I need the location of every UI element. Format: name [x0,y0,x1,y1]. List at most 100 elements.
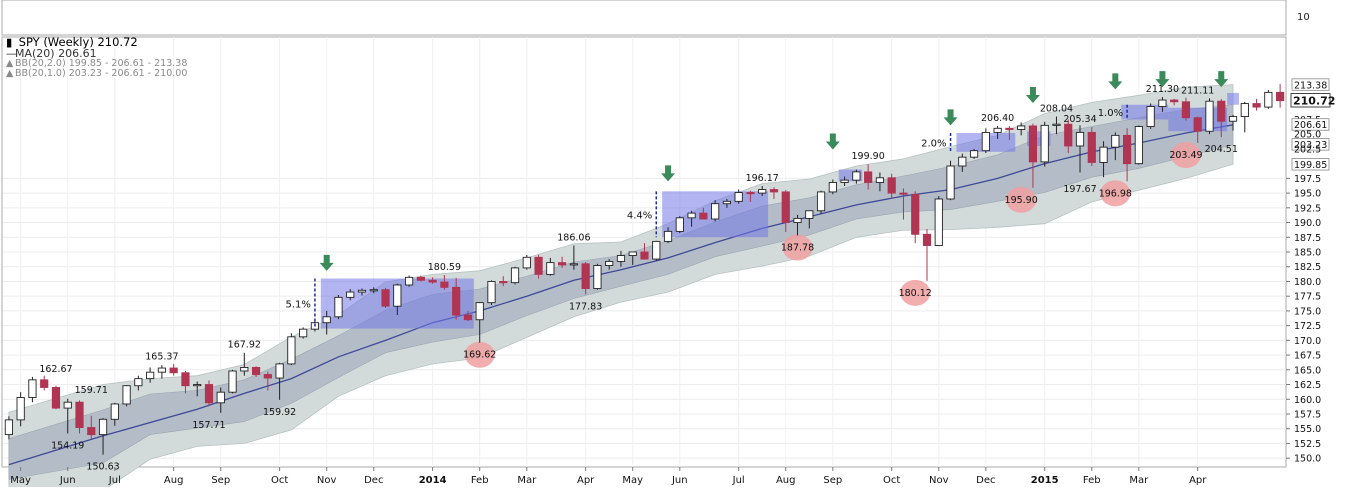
y-tick-label: 165.0 [1294,365,1321,376]
candle-body [534,256,543,275]
candle [134,375,143,391]
y-tick-label: 177.5 [1294,292,1321,303]
candle-body [1158,99,1167,107]
candle [534,254,543,279]
candle [404,275,414,287]
candle [63,398,72,434]
x-tick-label: Dec [364,475,383,486]
legend-bb1-row: ▲ BB(20,2.0) 199.85 - 206.61 - 213.38 [6,59,187,69]
candle-body [216,391,225,404]
candle-body [381,289,390,307]
price-annotation: 197.67 [1063,184,1096,195]
y-value-box [1291,118,1330,131]
candle [16,392,25,427]
candle-body [1181,101,1191,119]
candle [1146,103,1155,129]
price-annotation: 208.04 [1040,104,1073,115]
price-annotation: 204.51 [1205,144,1238,155]
y-last-price-label: 210.72 [1293,94,1335,107]
down-arrow-icon [825,133,840,150]
y-value-box [1291,138,1330,151]
x-tick-label: Aug [164,475,184,486]
candle [1240,101,1249,133]
candle [605,259,614,270]
candle [463,310,473,321]
candle-body [369,289,378,292]
legend-title-row: ▮ SPY (Weekly) 210.72 [6,35,187,49]
price-annotation: 199.90 [852,151,885,162]
price-annotation: 154.19 [51,440,84,451]
y-value-label: 203.23 [1294,140,1327,151]
candle-body [98,418,108,436]
legend-bb1-label: BB(20,2.0) [15,58,66,69]
candle-body [981,131,990,152]
candle-body [734,192,743,202]
candle-icon: ▮ [6,35,13,49]
y-value-label: 213.38 [1294,80,1327,91]
candle-body [875,177,885,183]
low-marker-circle [464,341,495,368]
candle [4,416,13,440]
percent-label: 4.4% [627,210,652,221]
candle [381,287,390,308]
candle [969,148,979,159]
candle-body [711,203,720,220]
candle [758,186,767,197]
candle [1064,119,1073,154]
candle [334,295,343,320]
candle-body [322,316,331,324]
candle-body [204,384,214,404]
legend-ma-row: —MA(20) 206.61 [6,48,187,59]
candle [263,371,272,391]
candle [193,381,202,397]
x-tick-label: Dec [976,475,995,486]
candle-body [781,191,790,223]
candle [251,366,261,377]
candle [75,400,84,434]
price-annotation: 205.34 [1063,114,1096,125]
y-tick-label: 195.0 [1294,189,1321,200]
candle [1122,128,1132,182]
x-tick-label: Jun [671,475,688,486]
legend-title: SPY (Weekly) [18,35,94,49]
candle [687,210,696,227]
candle-body [922,233,932,246]
candle-body [251,367,261,375]
candle [204,380,214,407]
x-tick-label: Mar [1129,475,1149,486]
candle [793,214,802,236]
candle [1052,116,1061,135]
y-tick-label: 152.5 [1294,439,1321,450]
low-marker-circle [782,234,813,261]
candle [522,254,531,270]
legend-bb2-values: 203.23 - 206.61 - 210.00 [68,68,188,79]
candle-body [640,251,649,260]
candle-body [263,374,272,379]
candle-body [1134,126,1143,165]
candle [1005,125,1014,141]
candle-body [699,212,708,220]
candle [1276,84,1285,108]
candle-body [1122,134,1132,165]
candle [569,245,578,270]
candle-body [16,397,25,421]
candle-body [299,328,308,338]
down-arrow-icon [1155,71,1170,88]
highlight-box [838,169,863,182]
candle-body [1264,91,1273,108]
price-annotation: 169.62 [463,350,496,361]
highlight-box [1227,92,1239,105]
price-annotation: 159.92 [263,407,296,418]
candle [769,187,779,199]
candle [840,176,849,187]
candle-body [628,251,637,256]
candle-body [663,230,673,242]
signal-arrows [319,71,1229,271]
x-tick-label: Jul [732,475,745,486]
legend-last-price: 210.72 [97,35,138,49]
legend-ma-value: 206.61 [58,47,97,60]
y-axis: 150.0 152.5 155.0 157.5 160.0 162.5 165.0 167.5… [1286,78,1335,465]
candle [746,190,755,202]
candle-body [1064,123,1073,147]
